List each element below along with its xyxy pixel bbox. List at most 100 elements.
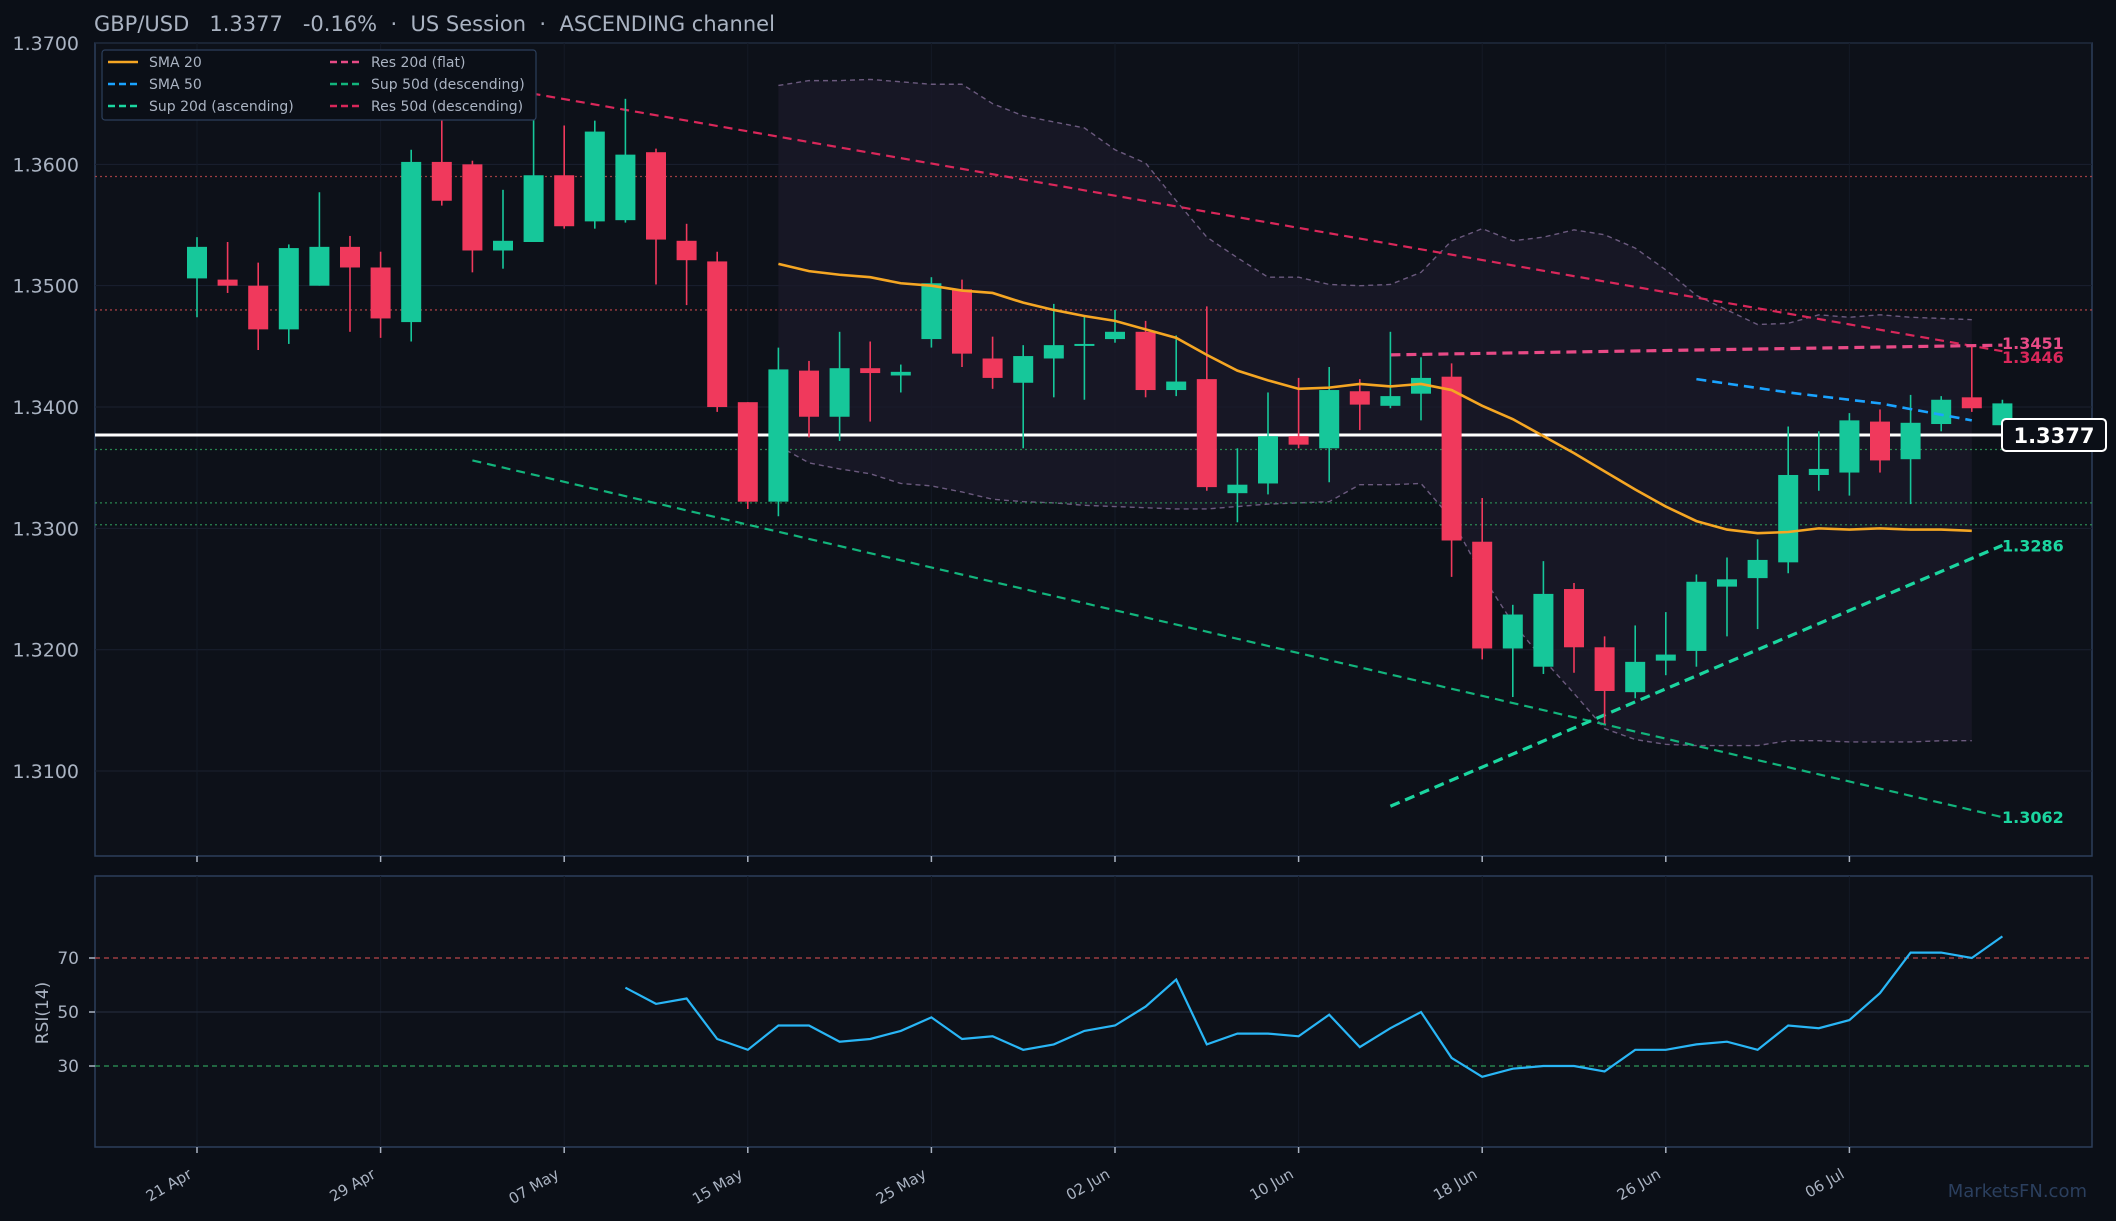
resistance-50d-line: [472, 81, 2003, 353]
levels-layer: [95, 175, 2092, 526]
y-tick-label: 1.3300: [13, 518, 79, 540]
y-tick-label: 1.3200: [13, 640, 79, 662]
candle-body: [737, 402, 758, 502]
legend-label: Res 50d (descending): [371, 99, 523, 115]
candle-body: [707, 261, 728, 408]
candle-body: [1870, 421, 1890, 461]
candle-body: [340, 246, 360, 268]
y-tick-label: 1.3600: [13, 154, 79, 176]
candle-body: [982, 358, 1003, 378]
y-tick-label: 1.3700: [13, 33, 79, 55]
header-channel: ASCENDING channel: [559, 12, 774, 36]
candle-body: [401, 161, 422, 323]
sma20-line: [778, 262, 1972, 535]
candle-body: [799, 370, 819, 417]
candle-body: [1778, 474, 1799, 563]
candle-body: [187, 246, 207, 279]
resistance-20d-label: 1.3451: [2002, 334, 2064, 353]
candle-body: [1686, 581, 1707, 651]
watermark: MarketsFN.com: [1948, 1181, 2087, 1202]
chart-header: GBP/USD 1.3377 -0.16% · US Session · ASC…: [94, 12, 775, 36]
header-separator: ·: [539, 12, 546, 36]
legend-label: SMA 20: [149, 55, 202, 71]
rsi-tick-label: 50: [57, 1003, 79, 1023]
legend-label: Sup 50d (descending): [371, 77, 525, 93]
header-price: 1.3377: [209, 12, 282, 36]
rsi-tick-label: 70: [57, 949, 79, 969]
candle-body: [1961, 397, 1982, 409]
current-price-box: [2001, 417, 2107, 452]
candle-body: [952, 289, 972, 354]
candle-body: [1013, 356, 1034, 383]
legend-label: Sup 20d (ascending): [149, 99, 294, 115]
candle-body: [217, 279, 238, 286]
bands-layer: [778, 78, 1972, 747]
sma50-line: [1696, 377, 1973, 422]
candle-body: [523, 175, 544, 243]
candle-body: [1594, 647, 1615, 691]
legend-label: Res 20d (flat): [371, 55, 465, 71]
band-lower-line: [778, 445, 1972, 747]
candle-body: [1717, 579, 1737, 587]
candle-body: [1227, 484, 1248, 494]
candle-body: [1074, 343, 1095, 346]
candle-body: [1533, 593, 1554, 667]
support-20d-label: 1.3286: [2002, 536, 2064, 555]
legend-box: [101, 49, 537, 121]
y-tick-label: 1.3400: [13, 397, 79, 419]
candle-body: [890, 371, 911, 376]
candle-body: [829, 368, 850, 417]
band-fill: [778, 79, 1972, 746]
candle-body: [1288, 436, 1309, 445]
header-change: -0.16%: [303, 12, 377, 36]
candle-body: [1105, 331, 1125, 340]
candles-layer: [187, 87, 2013, 724]
candle-body: [370, 267, 391, 319]
resistance-20d-line: [1390, 343, 2003, 357]
candle-body: [860, 368, 881, 374]
candle-body: [278, 248, 299, 330]
candle-body: [1135, 331, 1156, 391]
candle-body: [1349, 391, 1370, 405]
candle-body: [554, 175, 575, 227]
y-tick-label: 1.3100: [13, 761, 79, 783]
support-50d-line: [472, 459, 2003, 819]
candle-body: [1747, 559, 1768, 579]
candle-body: [1380, 396, 1401, 406]
candle-body: [1564, 589, 1584, 648]
resistance-50d-label: 1.3446: [2002, 348, 2064, 367]
candle-body: [431, 161, 452, 201]
sma-layer: [778, 262, 1973, 535]
header-session: US Session: [411, 12, 527, 36]
trendlines-layer: [472, 81, 2004, 819]
candle-body: [1441, 376, 1462, 541]
candle-body: [1166, 381, 1187, 391]
candle-body: [1655, 654, 1676, 661]
header-separator: ·: [391, 12, 398, 36]
candle-body: [615, 154, 636, 221]
candle-body: [768, 369, 789, 502]
chart-legend: SMA 20 Res 20d (flat) SMA 50 Sup 50d (desce…: [101, 49, 537, 121]
candle-body: [1411, 377, 1431, 394]
rsi-tick-label: 30: [57, 1057, 79, 1077]
candle-body: [1258, 436, 1278, 484]
rsi-line: [624, 935, 2004, 1078]
candle-body: [1808, 468, 1829, 475]
candle-body: [493, 240, 513, 251]
candle-body: [1839, 420, 1860, 473]
candle-body: [1472, 541, 1493, 649]
candle-body: [1043, 345, 1064, 359]
candle-body: [921, 283, 942, 340]
y-tick-label: 1.3500: [13, 276, 79, 298]
candle-body: [676, 240, 697, 261]
rsi-axis-label: RSI(14): [33, 982, 53, 1045]
candle-body: [1196, 379, 1217, 488]
candle-body: [646, 152, 666, 240]
candle-body: [248, 285, 269, 330]
support-50d-label: 1.3062: [2002, 808, 2064, 827]
band-upper-line: [778, 78, 1972, 326]
candle-body: [1625, 661, 1646, 693]
